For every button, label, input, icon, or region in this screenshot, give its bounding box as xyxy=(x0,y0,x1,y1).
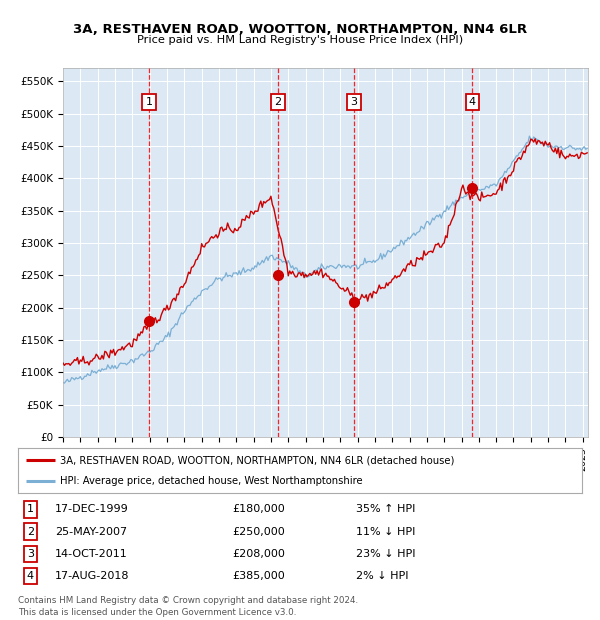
Text: 3A, RESTHAVEN ROAD, WOOTTON, NORTHAMPTON, NN4 6LR: 3A, RESTHAVEN ROAD, WOOTTON, NORTHAMPTON… xyxy=(73,23,527,36)
Text: HPI: Average price, detached house, West Northamptonshire: HPI: Average price, detached house, West… xyxy=(60,476,363,486)
Text: 2% ↓ HPI: 2% ↓ HPI xyxy=(356,571,409,581)
Text: 17-DEC-1999: 17-DEC-1999 xyxy=(55,505,128,515)
Text: £250,000: £250,000 xyxy=(232,526,285,536)
Text: 25-MAY-2007: 25-MAY-2007 xyxy=(55,526,127,536)
Text: 3: 3 xyxy=(350,97,358,107)
Text: 4: 4 xyxy=(27,571,34,581)
Text: £180,000: £180,000 xyxy=(232,505,285,515)
Text: £208,000: £208,000 xyxy=(232,549,285,559)
Text: Contains HM Land Registry data © Crown copyright and database right 2024.
This d: Contains HM Land Registry data © Crown c… xyxy=(18,596,358,618)
Text: 17-AUG-2018: 17-AUG-2018 xyxy=(55,571,129,581)
Text: Price paid vs. HM Land Registry's House Price Index (HPI): Price paid vs. HM Land Registry's House … xyxy=(137,35,463,45)
Text: 4: 4 xyxy=(469,97,476,107)
Text: 3A, RESTHAVEN ROAD, WOOTTON, NORTHAMPTON, NN4 6LR (detached house): 3A, RESTHAVEN ROAD, WOOTTON, NORTHAMPTON… xyxy=(60,455,455,466)
Text: £385,000: £385,000 xyxy=(232,571,285,581)
Text: 3: 3 xyxy=(27,549,34,559)
Text: 14-OCT-2011: 14-OCT-2011 xyxy=(55,549,127,559)
Text: 1: 1 xyxy=(27,505,34,515)
Text: 2: 2 xyxy=(27,526,34,536)
Text: 11% ↓ HPI: 11% ↓ HPI xyxy=(356,526,416,536)
Text: 35% ↑ HPI: 35% ↑ HPI xyxy=(356,505,416,515)
Text: 2: 2 xyxy=(274,97,281,107)
Text: 23% ↓ HPI: 23% ↓ HPI xyxy=(356,549,416,559)
Text: 1: 1 xyxy=(145,97,152,107)
